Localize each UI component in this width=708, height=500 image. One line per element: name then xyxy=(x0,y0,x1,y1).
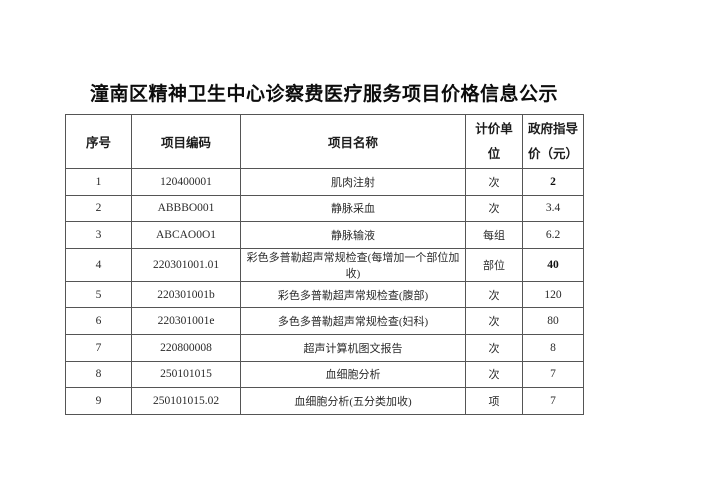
table-row: 8 250101015 血细胞分析次 7 xyxy=(65,360,584,389)
index-cell: 9 xyxy=(65,387,132,415)
table-row: 3 ABCAO0O1 静脉输液 每组 6.2 xyxy=(65,221,584,249)
header-unit-line2: 位 xyxy=(487,146,501,161)
unit-cell: 次 xyxy=(465,280,523,309)
name-cell: 多色多普勒超声常规检查(妇科) xyxy=(240,307,466,335)
header-index: 序号 xyxy=(65,114,132,169)
header-unit: 计价单 位 xyxy=(465,114,523,169)
code-cell: 220301001e xyxy=(131,307,241,335)
header-index-label: 序号 xyxy=(85,136,111,150)
name-cell: 静脉采血 xyxy=(240,194,466,223)
table-row: 4 220301001.01 彩色多普勒超声常规检查(每增加一个部位加收) 部位 40 xyxy=(65,247,584,282)
index-cell: 7 xyxy=(65,333,132,362)
index-cell: 2 xyxy=(65,194,132,223)
unit-cell: 次 xyxy=(465,360,523,389)
unit-cell: 次 xyxy=(465,307,523,335)
header-code: 项目编码 xyxy=(131,114,241,169)
header-code-label: 项目编码 xyxy=(160,136,211,150)
table-body: 1 120400001 肌肉注射次 2 2 ABBBO001 静脉采血次 3.4 3 ABCAO0… xyxy=(65,168,584,415)
price-cell: 2 xyxy=(522,168,584,196)
index-cell: 4 xyxy=(65,247,132,282)
price-cell: 120 xyxy=(522,280,584,309)
name-cell: 静脉输液 xyxy=(240,221,466,249)
unit-cell: 项 xyxy=(465,387,523,415)
index-cell: 3 xyxy=(65,221,132,249)
code-cell: 120400001 xyxy=(131,168,241,196)
header-price-line2: 价（元） xyxy=(527,146,578,161)
code-cell: 220800008 xyxy=(131,333,241,362)
header-name-label: 项目名称 xyxy=(327,136,378,150)
price-cell: 8 xyxy=(522,333,584,362)
name-cell: 肌肉注射 xyxy=(240,168,466,196)
unit-cell: 每组 xyxy=(465,221,523,249)
code-cell: ABBBO001 xyxy=(131,194,241,223)
table-row: 5 220301001b 彩色多普勒超声常规检查(腹部) 次 120 xyxy=(65,280,584,309)
table-row: 7 220800008 超声计算机图文报告次 8 xyxy=(65,333,584,362)
price-cell: 6.2 xyxy=(522,221,584,249)
name-cell: 血细胞分析 xyxy=(240,360,466,389)
code-cell: 250101015.02 xyxy=(131,387,241,415)
table-row: 1 120400001 肌肉注射次 2 xyxy=(65,168,584,196)
price-table: 序号 项目编码 项目名称 计价单 位 政府指导 价（元） 1 120400001 肌… xyxy=(65,114,584,415)
name-cell: 超声计算机图文报告 xyxy=(240,333,466,362)
unit-cell: 次 xyxy=(465,194,523,223)
table-header: 序号 项目编码 项目名称 计价单 位 政府指导 价（元） xyxy=(65,114,584,169)
price-cell: 40 xyxy=(522,247,584,282)
code-cell: 220301001b xyxy=(131,280,241,309)
index-cell: 6 xyxy=(65,307,132,335)
table-row: 6 220301001e 多色多普勒超声常规检查(妇科) 次 80 xyxy=(65,307,584,335)
price-cell: 7 xyxy=(522,360,584,389)
price-cell: 80 xyxy=(522,307,584,335)
header-price: 政府指导 价（元） xyxy=(522,114,584,169)
unit-cell: 部位 xyxy=(465,247,523,282)
header-row: 序号 项目编码 项目名称 计价单 位 政府指导 价（元） xyxy=(65,114,584,169)
code-cell: 250101015 xyxy=(131,360,241,389)
name-cell: 彩色多普勒超声常规检查(每增加一个部位加收) xyxy=(240,247,466,282)
index-cell: 5 xyxy=(65,280,132,309)
header-name: 项目名称 xyxy=(240,114,466,169)
index-cell: 8 xyxy=(65,360,132,389)
code-cell: ABCAO0O1 xyxy=(131,221,241,249)
page-title: 潼南区精神卫生中心诊察费医疗服务项目价格信息公示 xyxy=(89,84,558,105)
price-cell: 7 xyxy=(522,387,584,415)
name-cell: 血细胞分析(五分类加收) xyxy=(240,387,466,415)
unit-cell: 次 xyxy=(465,168,523,196)
table-row: 2 ABBBO001 静脉采血次 3.4 xyxy=(65,194,584,223)
index-cell: 1 xyxy=(65,168,132,196)
name-cell: 彩色多普勒超声常规检查(腹部) xyxy=(240,280,466,309)
header-unit-line1: 计价单 xyxy=(475,121,513,136)
table-row: 9 250101015.02 血细胞分析(五分类加收) 项 7 xyxy=(65,387,584,415)
price-cell: 3.4 xyxy=(522,194,584,223)
header-price-line1: 政府指导 xyxy=(527,121,578,136)
unit-cell: 次 xyxy=(465,333,523,362)
code-cell: 220301001.01 xyxy=(131,247,241,282)
